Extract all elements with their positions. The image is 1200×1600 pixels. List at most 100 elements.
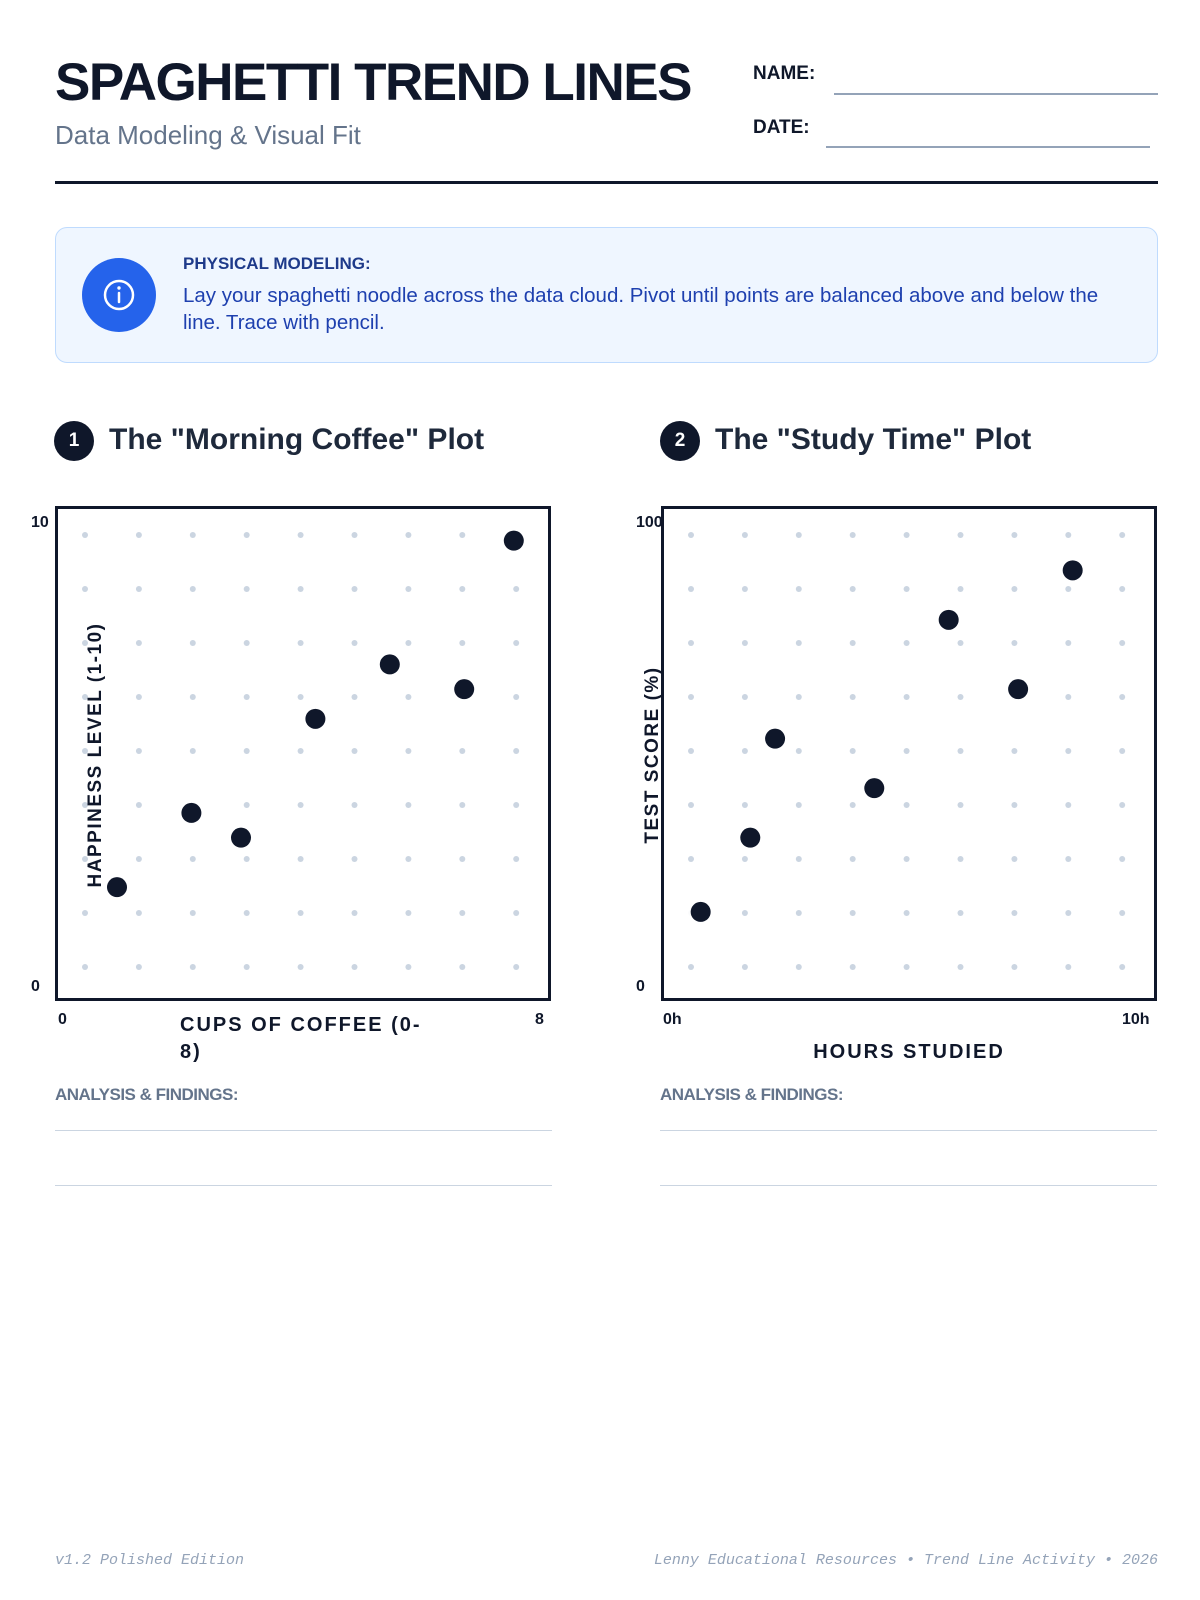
y-tick-max: 10 xyxy=(31,514,49,531)
grid-dot xyxy=(1011,640,1018,646)
grid-dot xyxy=(1065,964,1072,970)
x-tick-min: 0h xyxy=(663,1011,682,1028)
grid-dot xyxy=(1119,640,1126,646)
grid-dot xyxy=(849,910,856,916)
grid-dot xyxy=(1119,856,1126,862)
info-icon xyxy=(82,258,156,332)
grid-dot xyxy=(82,910,88,916)
grid-dot xyxy=(741,748,748,754)
grid-dot xyxy=(189,532,196,538)
grid-dot xyxy=(135,640,142,646)
grid-dot xyxy=(957,532,964,538)
grid-dot xyxy=(82,586,88,592)
grid-dot xyxy=(1011,532,1018,538)
grid-dot xyxy=(795,802,802,808)
grid-dot xyxy=(243,802,250,808)
data-point xyxy=(690,901,711,922)
grid-dot xyxy=(849,802,856,808)
data-point xyxy=(107,877,127,898)
grid-dot xyxy=(1065,532,1072,538)
grid-dot xyxy=(903,694,910,700)
grid-dot xyxy=(957,640,964,646)
grid-dot xyxy=(903,856,910,862)
grid-dot xyxy=(741,640,748,646)
grid-dot xyxy=(297,694,304,700)
grid-dot xyxy=(1065,910,1072,916)
grid-dot xyxy=(189,910,196,916)
page-subtitle: Data Modeling & Visual Fit xyxy=(55,120,361,150)
data-point xyxy=(305,708,326,729)
grid-dot xyxy=(459,910,466,916)
grid-dot xyxy=(135,748,142,754)
grid-dot xyxy=(135,964,142,970)
y-tick-min: 0 xyxy=(636,978,645,995)
grid-dot xyxy=(513,748,520,754)
grid-dot xyxy=(513,694,520,700)
grid-dot xyxy=(459,802,466,808)
grid-dot xyxy=(1119,748,1126,754)
grid-dot xyxy=(795,640,802,646)
analysis-line[interactable] xyxy=(55,1185,552,1186)
plot-frame xyxy=(661,506,1157,1001)
data-point xyxy=(379,654,400,675)
grid-dot xyxy=(351,856,358,862)
page-title: SPAGHETTI TREND LINES xyxy=(55,53,692,112)
grid-dot xyxy=(459,640,466,646)
grid-dot xyxy=(351,910,358,916)
scatter-plot-study xyxy=(661,506,1157,1001)
grid-dot xyxy=(1119,964,1126,970)
section-title: The "Morning Coffee" Plot xyxy=(109,423,485,456)
grid-dot xyxy=(1065,856,1072,862)
date-label: DATE: xyxy=(753,117,810,138)
analysis-line[interactable] xyxy=(660,1185,1157,1186)
name-field[interactable] xyxy=(834,93,1158,95)
grid-dot xyxy=(741,586,748,592)
grid-dot xyxy=(135,532,142,538)
data-point xyxy=(1008,679,1029,700)
section-title: The "Study Time" Plot xyxy=(715,423,1032,456)
grid-dot xyxy=(688,586,694,592)
x-tick-max: 10h xyxy=(1122,1011,1150,1028)
header-divider xyxy=(55,181,1158,184)
grid-dot xyxy=(513,802,520,808)
date-field[interactable] xyxy=(826,146,1150,148)
grid-dot xyxy=(849,586,856,592)
grid-dot xyxy=(297,586,304,592)
grid-dot xyxy=(795,856,802,862)
grid-dot xyxy=(243,856,250,862)
grid-dot xyxy=(82,856,88,862)
name-label: NAME: xyxy=(753,63,816,84)
grid-dot xyxy=(957,910,964,916)
grid-dot xyxy=(741,910,748,916)
grid-dot xyxy=(405,640,412,646)
grid-dot xyxy=(297,910,304,916)
grid-dot xyxy=(957,748,964,754)
grid-dot xyxy=(957,694,964,700)
x-axis-label: HOURS STUDIED xyxy=(813,1041,1005,1063)
grid-dot xyxy=(135,694,142,700)
analysis-line[interactable] xyxy=(660,1130,1157,1131)
data-point xyxy=(181,802,202,823)
grid-dot xyxy=(351,694,358,700)
grid-dot xyxy=(405,586,412,592)
grid-dot xyxy=(795,748,802,754)
grid-dot xyxy=(688,748,694,754)
grid-dot xyxy=(741,856,748,862)
grid-dot xyxy=(1119,532,1126,538)
y-tick-max: 100 xyxy=(636,514,663,531)
grid-dot xyxy=(351,964,358,970)
grid-dot xyxy=(903,964,910,970)
grid-dot xyxy=(741,694,748,700)
grid-dot xyxy=(135,586,142,592)
grid-dot xyxy=(513,856,520,862)
grid-dot xyxy=(82,532,88,538)
grid-dot xyxy=(1065,694,1072,700)
grid-dot xyxy=(903,586,910,592)
grid-dot xyxy=(351,802,358,808)
grid-dot xyxy=(459,856,466,862)
analysis-line[interactable] xyxy=(55,1130,552,1131)
analysis-label: ANALYSIS & FINDINGS: xyxy=(660,1085,844,1104)
grid-dot xyxy=(351,532,358,538)
grid-dot xyxy=(351,748,358,754)
grid-dot xyxy=(297,748,304,754)
